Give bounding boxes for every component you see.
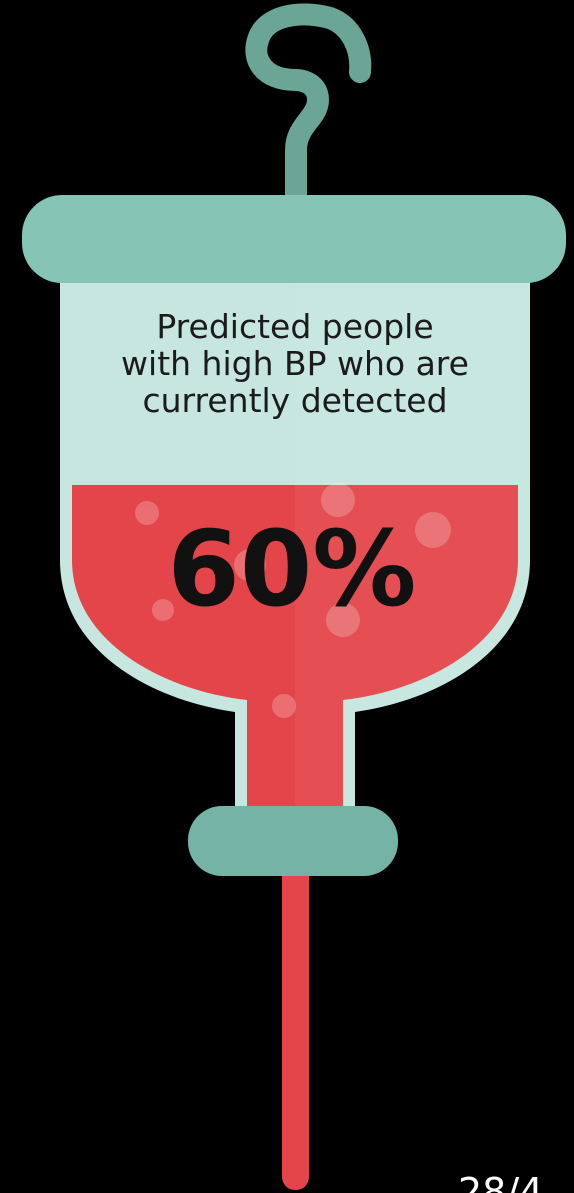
hook <box>245 3 372 211</box>
caption-line: currently detected <box>142 381 447 420</box>
bubbles <box>135 483 451 718</box>
bag-fluid <box>72 485 518 815</box>
value-label: 60% <box>168 508 417 630</box>
page-number: 28/4 <box>458 1170 543 1193</box>
bag-shine <box>295 270 530 815</box>
caption-line: with high BP who are <box>121 344 469 383</box>
bag-top-cap <box>22 195 566 283</box>
caption-line: Predicted people <box>156 307 433 346</box>
tube <box>282 860 309 1190</box>
clamp <box>188 806 398 876</box>
